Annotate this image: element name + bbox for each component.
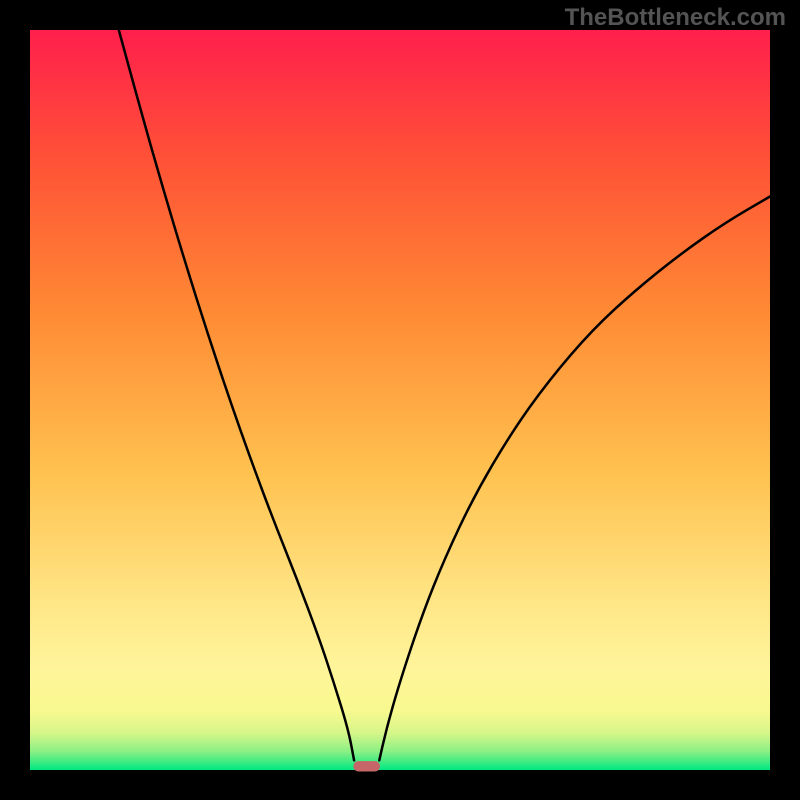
watermark-text: TheBottleneck.com bbox=[565, 4, 786, 32]
plot-gradient-background bbox=[30, 30, 770, 770]
bottleneck-chart bbox=[0, 0, 800, 800]
bottleneck-marker bbox=[353, 761, 380, 771]
chart-container: TheBottleneck.com bbox=[0, 0, 800, 800]
